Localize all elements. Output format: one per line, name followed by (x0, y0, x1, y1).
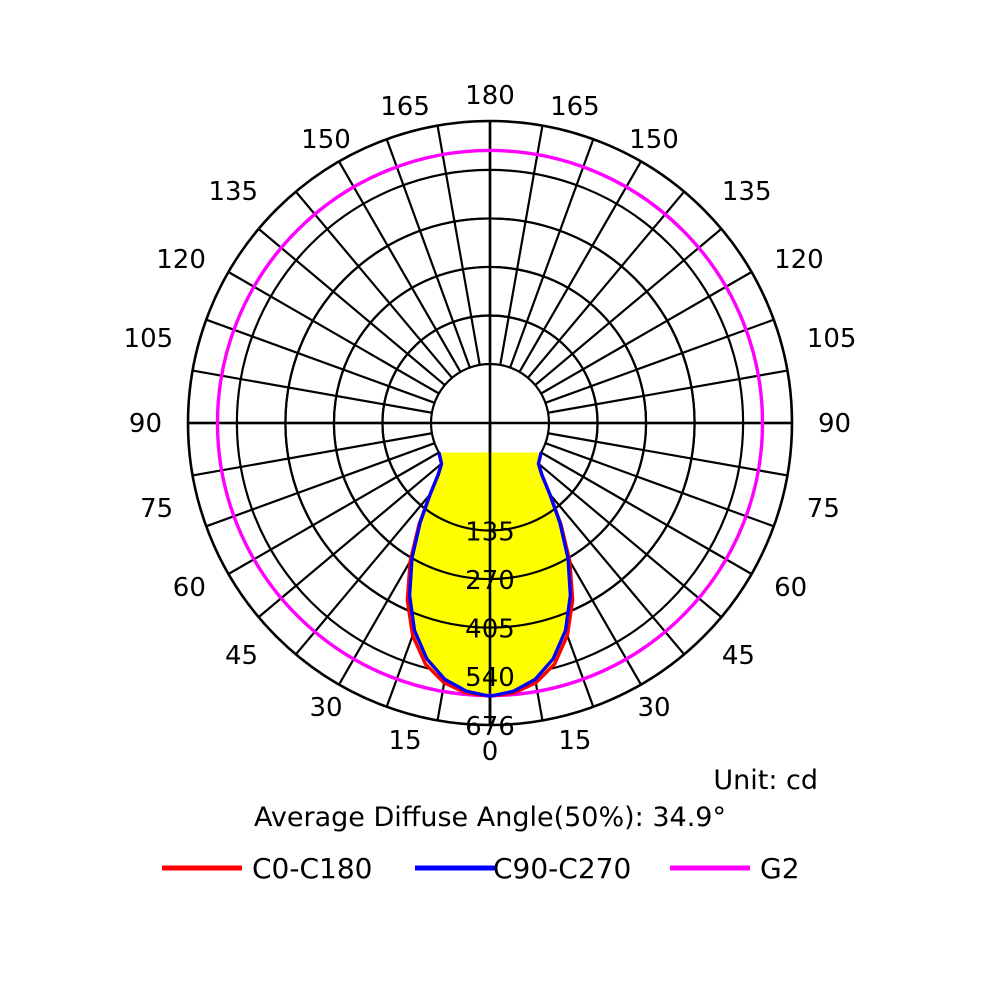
radial-tick-label: 676 (465, 712, 515, 742)
angle-tick-label: 105 (807, 324, 857, 354)
angle-tick-label: 75 (807, 494, 840, 524)
radial-tick-labels: 135 270 405 540 676 (465, 518, 515, 742)
angle-tick-label: 0 (482, 737, 499, 767)
legend-label-c0-c180: C0-C180 (252, 852, 372, 885)
angle-tick-label: 30 (637, 693, 670, 723)
grid-spoke (205, 442, 435, 528)
grid-spoke (527, 467, 685, 656)
angle-tick-label: 135 (722, 177, 772, 207)
radial-tick-label: 270 (465, 566, 515, 596)
grid-spoke (518, 160, 642, 373)
diffuse-angle-text: Average Diffuse Angle(50%): 34.9° (254, 802, 726, 833)
unit-label: Unit: cd (713, 765, 818, 796)
grid-spoke (499, 125, 544, 366)
grid-spoke (547, 369, 788, 414)
angle-tick-label: 180 (465, 81, 515, 111)
grid-spoke (527, 190, 685, 379)
grid-spoke (295, 467, 453, 656)
series-c90-c270-curve (489, 452, 573, 698)
angle-tick-label: 60 (173, 573, 206, 603)
series-c90-c270-curve (407, 452, 491, 698)
angle-tick-label: 45 (722, 641, 755, 671)
grid-spoke (227, 451, 440, 575)
grid-spoke (436, 125, 481, 366)
angle-tick-label: 15 (558, 726, 591, 756)
angle-tick-label: 45 (225, 641, 258, 671)
angle-tick-label: 90 (818, 409, 851, 439)
grid-spoke (540, 271, 753, 395)
grid-spoke (509, 138, 595, 368)
angle-tick-label: 75 (140, 494, 173, 524)
legend: C0-C180 C90-C270 G2 (162, 852, 800, 885)
radial-tick-label: 540 (465, 663, 515, 693)
legend-label-g2: G2 (760, 852, 800, 885)
grid-spoke (338, 160, 462, 373)
angle-tick-label: 90 (129, 409, 162, 439)
grid-spoke (192, 369, 433, 414)
grid-spoke (227, 271, 440, 395)
angle-tick-label: 30 (309, 693, 342, 723)
angle-tick-label: 60 (774, 573, 807, 603)
grid-spoke (385, 138, 471, 368)
angle-tick-label: 105 (124, 324, 174, 354)
angle-tick-label: 15 (389, 726, 422, 756)
radial-tick-label: 135 (465, 518, 515, 548)
grid-spoke (295, 190, 453, 379)
radial-tick-label: 405 (465, 615, 515, 645)
legend-label-c90-c270: C90-C270 (493, 852, 631, 885)
grid-spoke (534, 460, 723, 618)
grid-spoke (547, 432, 788, 477)
series-curves (215, 148, 765, 725)
angle-tick-label: 165 (380, 92, 430, 122)
grid-spoke (192, 432, 433, 477)
angle-tick-label: 150 (629, 125, 679, 155)
grid-spoke (534, 228, 723, 386)
angle-tick-label: 165 (550, 92, 600, 122)
grid-spoke (545, 442, 775, 528)
angle-tick-label: 120 (774, 245, 824, 275)
angle-tick-label: 150 (301, 125, 351, 155)
angle-tick-label: 135 (208, 177, 258, 207)
grid-spoke (257, 460, 446, 618)
angle-tick-labels: 0 15 15 30 30 45 45 60 60 75 75 90 90 105 105 120 120 135… (124, 81, 857, 767)
grid-spoke (205, 318, 435, 404)
grid-spoke (257, 228, 446, 386)
angle-tick-label: 120 (156, 245, 206, 275)
grid-spoke (540, 451, 753, 575)
grid-spoke (545, 318, 775, 404)
